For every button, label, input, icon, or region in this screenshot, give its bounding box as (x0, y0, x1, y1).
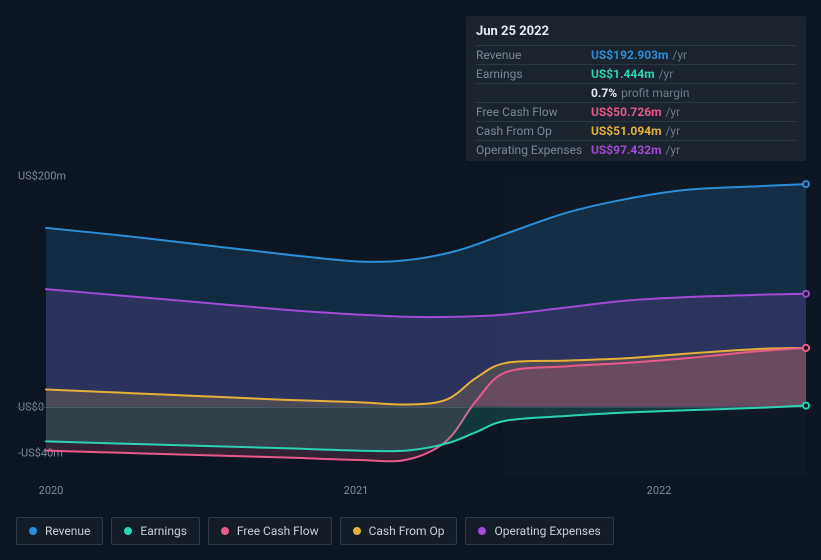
series-end-marker-revenue (803, 181, 809, 187)
tooltip-row-unit: profit margin (621, 86, 689, 100)
tooltip-row-unit: /yr (665, 124, 680, 138)
tooltip-row-label: Free Cash Flow (476, 105, 591, 119)
tooltip-row-earnings: EarningsUS$1.444m /yr (476, 65, 796, 84)
tooltip-date: Jun 25 2022 (476, 22, 796, 46)
plot-area (16, 176, 806, 476)
legend-item-label: Free Cash Flow (237, 524, 319, 538)
x-axis-ticks: 2020 2021 2022 (16, 484, 806, 500)
x-tick: 2020 (39, 484, 64, 497)
legend: Revenue Earnings Free Cash Flow Cash From O… (16, 517, 614, 545)
legend-item-revenue[interactable]: Revenue (16, 517, 103, 545)
tooltip-row-label: Revenue (476, 48, 591, 62)
legend-item-opex[interactable]: Operating Expenses (465, 517, 613, 545)
legend-swatch-icon (29, 527, 37, 535)
tooltip-row-value: US$97.432m (591, 143, 661, 157)
series-end-marker-fcf (803, 345, 809, 351)
legend-item-label: Earnings (140, 524, 187, 538)
tooltip-row-value: US$50.726m (591, 105, 661, 119)
tooltip-row-unit: /yr (665, 105, 680, 119)
tooltip-row-value: US$1.444m (591, 67, 655, 81)
tooltip-row-margin: 0.7% profit margin (476, 84, 796, 103)
tooltip-row-revenue: RevenueUS$192.903m /yr (476, 46, 796, 65)
legend-swatch-icon (353, 527, 361, 535)
tooltip-row-label: Operating Expenses (476, 143, 591, 157)
tooltip-row-cfo: Cash From OpUS$51.094m /yr (476, 122, 796, 141)
legend-item-cfo[interactable]: Cash From Op (340, 517, 458, 545)
tooltip-panel: Jun 25 2022 RevenueUS$192.903m /yrEarnin… (466, 16, 806, 161)
tooltip-row-unit: /yr (659, 67, 674, 81)
series-end-marker-earnings (803, 403, 809, 409)
legend-item-earnings[interactable]: Earnings (111, 517, 200, 545)
x-tick: 2022 (647, 484, 672, 497)
legend-swatch-icon (478, 527, 486, 535)
legend-item-label: Operating Expenses (494, 524, 600, 538)
tooltip-row-value: US$192.903m (591, 48, 668, 62)
financial-chart[interactable]: US$200mUS$0-US$40m (16, 158, 806, 478)
tooltip-row-fcf: Free Cash FlowUS$50.726m /yr (476, 103, 796, 122)
tooltip-row-unit: /yr (672, 48, 687, 62)
legend-item-fcf[interactable]: Free Cash Flow (208, 517, 332, 545)
legend-item-label: Cash From Op (369, 524, 445, 538)
tooltip-row-value: US$51.094m (591, 124, 661, 138)
legend-item-label: Revenue (45, 524, 90, 538)
x-tick: 2021 (344, 484, 369, 497)
series-end-marker-opex (803, 291, 809, 297)
legend-swatch-icon (124, 527, 132, 535)
tooltip-row-label: Cash From Op (476, 124, 591, 138)
tooltip-row-opex: Operating ExpensesUS$97.432m /yr (476, 141, 796, 159)
tooltip-row-label: Earnings (476, 67, 591, 81)
tooltip-row-unit: /yr (665, 143, 680, 157)
tooltip-row-value: 0.7% (591, 86, 617, 100)
legend-swatch-icon (221, 527, 229, 535)
